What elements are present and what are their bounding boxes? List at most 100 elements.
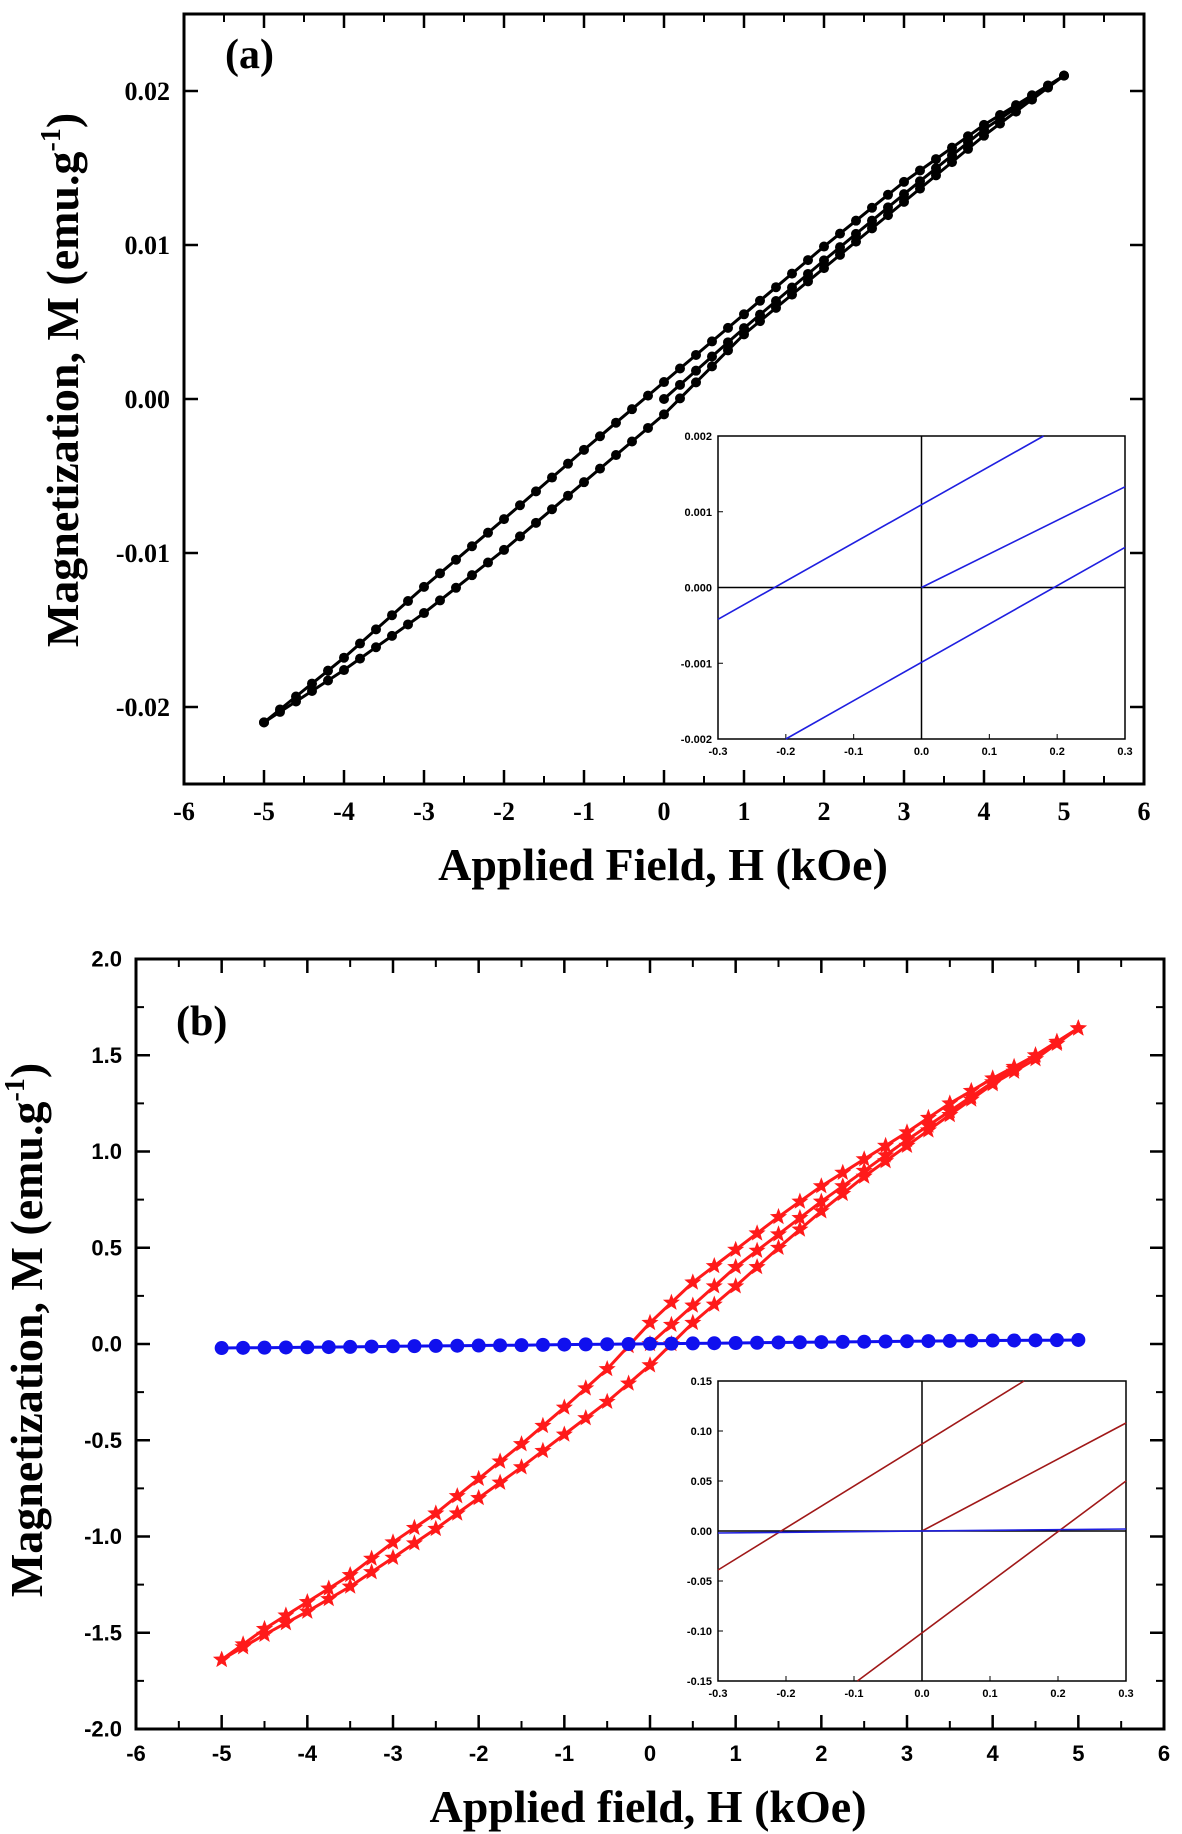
y-tick-label: 0.5 bbox=[91, 1235, 122, 1260]
data-point-star bbox=[320, 1579, 338, 1596]
data-point bbox=[467, 541, 477, 552]
data-point-star bbox=[812, 1177, 830, 1194]
data-point-star bbox=[662, 1293, 680, 1310]
data-point bbox=[1011, 102, 1021, 113]
inset-x-tick-label: 0.1 bbox=[982, 1688, 997, 1700]
data-point-star bbox=[320, 1590, 338, 1607]
x-tick-label: 2 bbox=[818, 797, 831, 826]
data-point bbox=[1027, 92, 1037, 103]
data-point bbox=[563, 458, 573, 469]
data-point-star bbox=[641, 1356, 659, 1373]
x-tick-label: -6 bbox=[126, 1741, 146, 1766]
x-tick-label: -1 bbox=[573, 797, 595, 826]
data-point-star bbox=[470, 1489, 488, 1506]
data-point bbox=[931, 170, 941, 181]
data-point bbox=[579, 444, 589, 455]
data-point bbox=[835, 1334, 850, 1349]
data-point bbox=[621, 1337, 636, 1351]
data-point bbox=[321, 1340, 336, 1355]
data-point bbox=[515, 531, 525, 542]
x-tick-label: -6 bbox=[173, 797, 195, 826]
data-point bbox=[787, 268, 797, 279]
x-tick-label: 1 bbox=[730, 1741, 742, 1766]
data-point bbox=[278, 1340, 293, 1355]
y-tick-label: 0.01 bbox=[125, 231, 171, 260]
data-point-star bbox=[363, 1549, 381, 1566]
data-point bbox=[275, 706, 285, 717]
data-point-star bbox=[341, 1577, 359, 1594]
data-point bbox=[792, 1335, 807, 1350]
data-point bbox=[819, 255, 829, 266]
data-point bbox=[707, 336, 717, 347]
x-tick-label: -4 bbox=[333, 797, 355, 826]
inset-y-tick-label: -0.002 bbox=[681, 734, 712, 746]
data-point bbox=[547, 472, 557, 483]
inset-x-tick-label: 0.1 bbox=[982, 746, 997, 758]
x-tick-label: 1 bbox=[738, 797, 751, 826]
panel-a-inset: -0.3 -0.2 -0.1 0.0 0.1 0.2 0.3 0.002 0.001 0.000 -… bbox=[681, 431, 1133, 758]
data-point bbox=[343, 1339, 358, 1354]
data-point bbox=[386, 1339, 400, 1354]
inset-y-tick-label: -0.10 bbox=[687, 1626, 712, 1638]
data-point bbox=[803, 255, 813, 266]
data-point bbox=[803, 268, 813, 279]
inset-x-tick-label: 0.0 bbox=[914, 746, 929, 758]
data-point bbox=[499, 544, 509, 555]
data-point bbox=[600, 1337, 615, 1352]
data-point bbox=[899, 176, 909, 187]
data-point bbox=[899, 189, 909, 200]
data-point-star bbox=[727, 1258, 745, 1275]
data-point-star bbox=[534, 1441, 552, 1459]
data-point-star bbox=[855, 1161, 873, 1178]
data-point bbox=[514, 1338, 529, 1353]
data-point bbox=[985, 1333, 1000, 1348]
panel-a-y-axis-title-sup: -1 bbox=[36, 128, 67, 151]
data-point-star bbox=[769, 1207, 788, 1225]
x-tick-label: 4 bbox=[987, 1741, 1000, 1766]
data-point bbox=[307, 678, 317, 689]
data-point-star bbox=[255, 1625, 274, 1642]
data-point-star bbox=[834, 1163, 852, 1180]
inset-series-line-2 bbox=[785, 546, 1126, 740]
data-point bbox=[867, 223, 877, 234]
data-point bbox=[214, 1341, 229, 1356]
data-point bbox=[419, 581, 429, 592]
data-point-star bbox=[405, 1534, 423, 1551]
data-point-star bbox=[705, 1277, 723, 1294]
data-point bbox=[257, 1340, 272, 1355]
inset-y-tick-label: 0.001 bbox=[684, 507, 712, 519]
y-tick-label: 0.02 bbox=[125, 77, 171, 106]
y-tick-label: 0.0 bbox=[91, 1332, 122, 1357]
data-point-star bbox=[491, 1473, 509, 1490]
inset-series-line-3 bbox=[921, 486, 1126, 589]
x-tick-label: 0 bbox=[644, 1741, 656, 1766]
data-point-star bbox=[812, 1192, 830, 1209]
data-point bbox=[323, 665, 333, 676]
data-point bbox=[387, 610, 397, 621]
data-point-star bbox=[791, 1192, 809, 1209]
data-point bbox=[387, 630, 397, 641]
inset-x-tick-label: -0.1 bbox=[844, 746, 863, 758]
data-point-star bbox=[620, 1374, 638, 1391]
data-point-star bbox=[1026, 1046, 1045, 1063]
inset-y-tick-label: 0.000 bbox=[684, 583, 712, 595]
data-point bbox=[643, 390, 653, 401]
data-point bbox=[595, 431, 605, 442]
data-point bbox=[942, 1333, 957, 1348]
data-point bbox=[1043, 81, 1053, 92]
data-point bbox=[867, 202, 877, 213]
inset-x-tick-label: -0.3 bbox=[709, 1688, 728, 1700]
data-point bbox=[883, 189, 893, 200]
data-point bbox=[685, 1336, 700, 1351]
data-point bbox=[627, 436, 637, 447]
data-point bbox=[739, 309, 749, 320]
data-point-star bbox=[791, 1208, 809, 1226]
data-point-star bbox=[363, 1563, 381, 1580]
data-point-star bbox=[341, 1566, 359, 1583]
x-tick-label: -1 bbox=[555, 1741, 575, 1766]
x-tick-label: -2 bbox=[469, 1741, 489, 1766]
data-point bbox=[643, 1336, 657, 1351]
data-point-star bbox=[684, 1273, 702, 1290]
y-tick-label: 1.5 bbox=[91, 1043, 122, 1068]
